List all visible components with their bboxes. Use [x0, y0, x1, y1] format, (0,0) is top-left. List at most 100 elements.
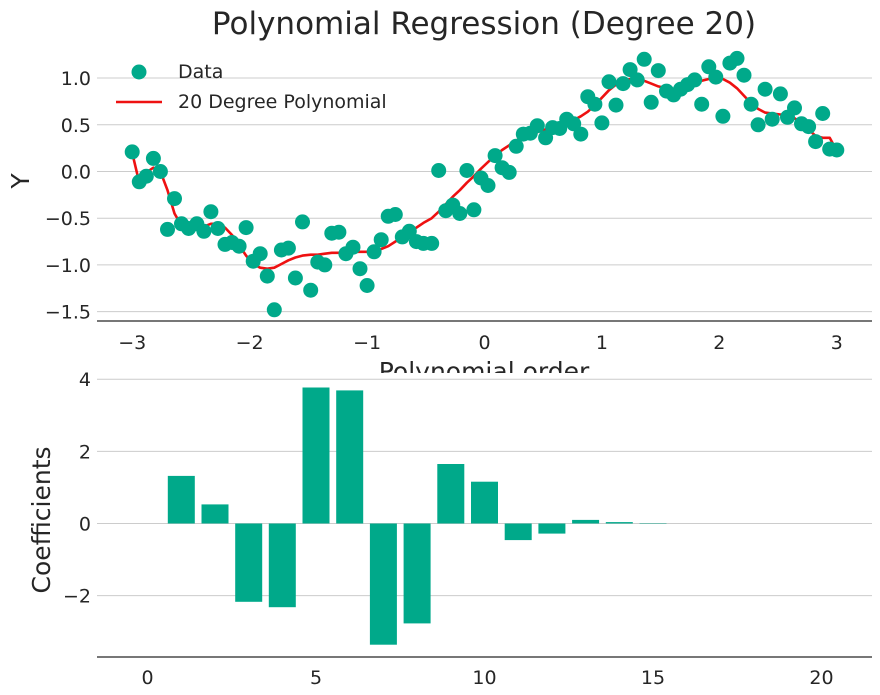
- data-point: [259, 268, 275, 284]
- data-point: [750, 117, 766, 133]
- coefficient-bar: [538, 523, 566, 534]
- data-point: [715, 108, 731, 124]
- regression-x-tick-labels: −3 −2 −1 0 1 2 3: [118, 332, 843, 354]
- data-point: [757, 81, 773, 97]
- data-point: [466, 202, 482, 218]
- data-point: [317, 257, 333, 273]
- regression-x-tick-label: 1: [596, 332, 608, 354]
- coefficient-bar: [572, 519, 600, 524]
- coefficient-bar: [605, 522, 633, 524]
- coefficient-bar: [201, 504, 229, 524]
- legend-data-label: Data: [178, 61, 223, 83]
- data-point: [736, 67, 752, 83]
- regression-x-tick-label: 3: [831, 332, 843, 354]
- data-point: [231, 238, 247, 254]
- coefficient-x-tick-label: 0: [141, 667, 153, 689]
- data-point: [359, 278, 375, 293]
- data-point: [331, 224, 347, 240]
- coefficient-y-tick-label: 0: [79, 514, 91, 536]
- data-point: [424, 235, 440, 251]
- data-point: [452, 206, 468, 221]
- data-point: [266, 302, 282, 318]
- data-point: [743, 96, 759, 112]
- regression-x-tick-label: −2: [236, 332, 264, 354]
- legend: Data 20 Degree Polynomial: [116, 61, 387, 113]
- coefficient-bar: [302, 387, 330, 524]
- coefficient-y-axis-label: Coefficients: [27, 446, 56, 593]
- coefficient-x-tick-label: 15: [641, 667, 665, 689]
- coefficient-bar: [471, 481, 498, 524]
- coefficient-plot: 0 5 10 15 20 −2 0 2 4 Coefficients: [27, 369, 872, 689]
- data-point: [366, 244, 382, 260]
- data-point: [345, 239, 361, 255]
- regression-x-axis-label: Polynomial order: [379, 357, 590, 386]
- regression-y-tick-label: 1.0: [61, 68, 91, 90]
- coefficient-bar: [437, 464, 465, 524]
- regression-x-tick-label: 2: [713, 332, 725, 354]
- data-point: [210, 221, 226, 236]
- data-point: [487, 148, 503, 164]
- data-point: [480, 178, 496, 193]
- data-point: [387, 207, 403, 222]
- data-point: [815, 106, 831, 121]
- data-point: [152, 164, 168, 179]
- data-point: [508, 138, 524, 154]
- regression-x-tick-label: 0: [478, 332, 490, 354]
- data-point: [787, 100, 802, 116]
- data-point: [501, 164, 517, 180]
- coefficient-x-tick-labels: 0 5 10 15 20: [141, 667, 833, 689]
- regression-y-tick-label: 0.5: [61, 115, 91, 137]
- data-point: [636, 51, 652, 67]
- data-point: [160, 221, 175, 237]
- data-point: [124, 144, 140, 160]
- regression-y-tick-label: −1.5: [45, 302, 91, 324]
- data-point: [808, 134, 824, 150]
- regression-y-tick-label: 0.0: [61, 161, 91, 183]
- regression-y-tick-label: −0.5: [45, 208, 91, 230]
- data-point: [829, 142, 845, 158]
- data-point: [629, 72, 645, 88]
- data-point: [167, 191, 182, 207]
- regression-x-tick-label: −1: [353, 332, 381, 354]
- data-point: [145, 150, 161, 166]
- data-point: [373, 232, 389, 248]
- regression-y-axis-label: Y: [6, 173, 35, 190]
- coefficient-x-tick-label: 5: [310, 667, 322, 689]
- coefficient-y-tick-labels: −2 0 2 4: [63, 369, 91, 607]
- data-point: [687, 72, 703, 88]
- chart-title: Polynomial Regression (Degree 20): [212, 6, 756, 42]
- coefficient-bar: [336, 390, 364, 524]
- coefficient-bar: [504, 523, 532, 541]
- regression-x-tick-label: −3: [118, 332, 146, 354]
- data-point: [764, 111, 780, 127]
- data-point: [729, 50, 745, 66]
- coefficient-y-tick-label: 2: [79, 441, 91, 463]
- data-point: [138, 168, 154, 184]
- data-point: [303, 282, 319, 298]
- data-point: [459, 163, 475, 178]
- data-point: [587, 96, 603, 112]
- data-point: [529, 118, 545, 134]
- coefficient-bar: [268, 523, 296, 608]
- regression-x-axis-label-clip: Polynomial order: [379, 357, 590, 386]
- coefficient-x-tick-label: 10: [472, 667, 496, 689]
- data-point: [608, 97, 624, 113]
- data-point: [601, 74, 617, 90]
- data-point: [431, 163, 447, 178]
- regression-y-tick-labels: −1.5 −1.0 −0.5 0.0 0.5 1.0: [45, 68, 91, 324]
- data-point: [650, 63, 666, 79]
- data-point: [295, 214, 310, 230]
- data-point: [252, 246, 268, 262]
- data-point: [801, 119, 817, 135]
- coefficient-bar: [167, 475, 195, 524]
- legend-fit-label: 20 Degree Polynomial: [178, 91, 387, 113]
- data-point: [594, 115, 610, 131]
- data-point: [280, 240, 296, 256]
- data-point: [694, 96, 710, 112]
- regression-plot: −3 −2 −1 0 1 2 3 −1.5 −1.0 −0.5 0.0 0.5 1.0 Polynom…: [6, 6, 872, 354]
- data-point: [196, 223, 212, 239]
- legend-data-marker: [131, 64, 147, 80]
- coefficient-gridlines: [97, 378, 872, 597]
- data-point: [203, 204, 219, 220]
